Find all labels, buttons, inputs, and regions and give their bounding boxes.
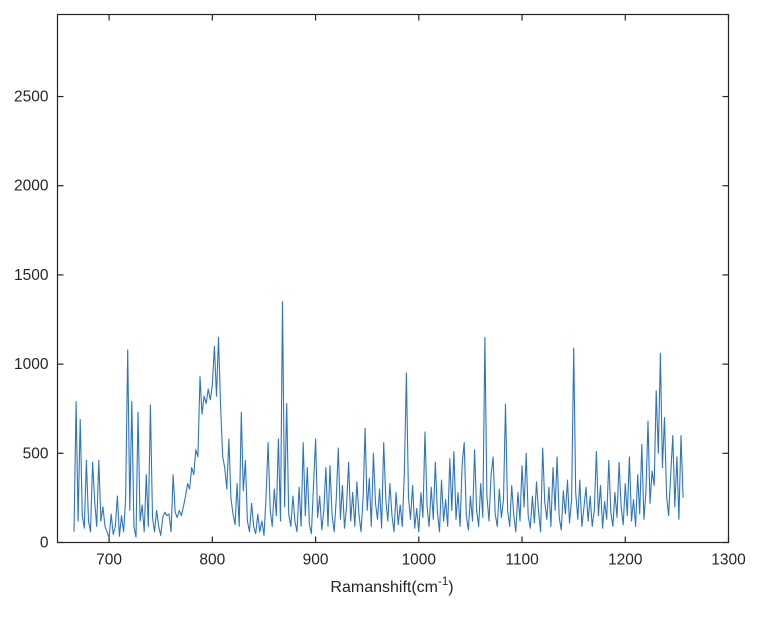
x-tick-label: 800 [199,552,225,569]
x-tick-label: 1000 [402,552,437,569]
spectrum-line-layer [73,301,684,539]
x-axis-label-main: Ramanshift(cm [330,579,438,596]
x-tick-label: 1200 [608,552,643,569]
x-axis-label: Ramanshift(cm-1) [330,576,453,596]
x-tick-label: 700 [96,552,122,569]
x-tick-label: 900 [303,552,329,569]
x-tick-label: 1100 [505,552,539,569]
y-tick-label: 1000 [14,356,49,373]
x-axis-label-superscript: -1 [438,576,448,588]
axis-tick-labels: 700 800 900 1000 1100 1200 1300 0 500 1000 1500 200… [14,89,746,569]
y-tick-label: 500 [23,445,49,462]
plot-box [56,13,730,544]
x-axis-label-close: ) [448,579,453,596]
x-tick-label: 1300 [711,552,746,569]
y-tick-label: 1500 [14,267,49,284]
y-tick-label: 0 [40,535,49,552]
axis-ticks [57,14,730,544]
y-tick-label: 2000 [14,178,49,195]
y-tick-label: 2500 [14,89,49,106]
spectrum-line-raman-intensity [73,301,684,539]
